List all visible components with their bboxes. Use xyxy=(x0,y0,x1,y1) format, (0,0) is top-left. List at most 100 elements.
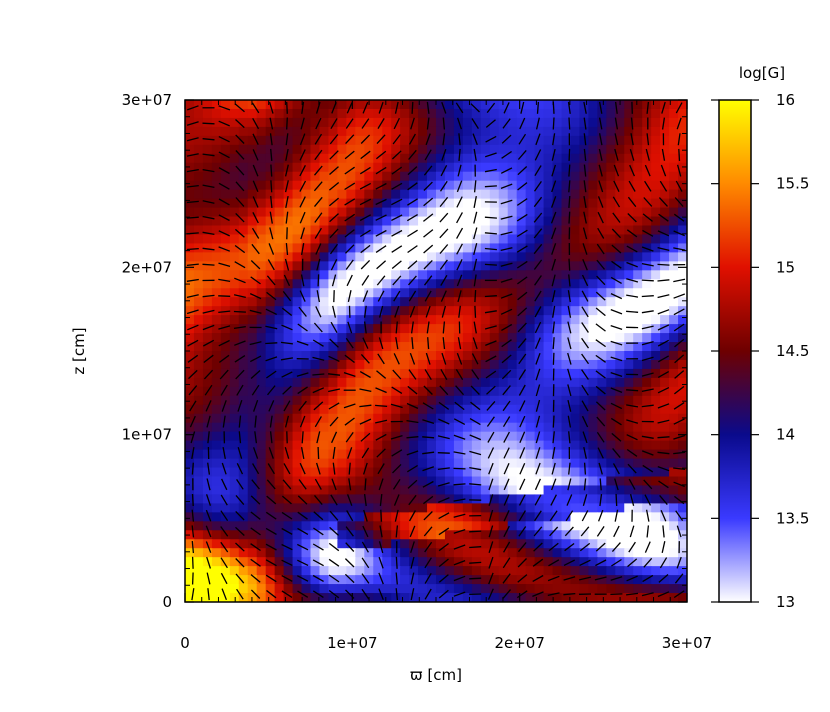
vector-arrow xyxy=(218,151,230,159)
heatmap-cell xyxy=(516,297,527,307)
vector-arrow xyxy=(234,277,246,284)
heatmap-cell xyxy=(633,449,643,460)
heatmap-cell xyxy=(498,288,509,298)
heatmap-cell xyxy=(265,584,276,594)
heatmap-cell xyxy=(229,557,240,567)
heatmap-cell xyxy=(310,566,321,576)
vector-arrow xyxy=(331,478,337,491)
vector-arrow xyxy=(312,373,325,376)
heatmap-cell xyxy=(418,297,428,307)
vector-arrow xyxy=(406,436,419,439)
heatmap-cell xyxy=(373,117,383,128)
vector-arrow xyxy=(250,276,261,285)
heatmap-cell xyxy=(651,521,661,531)
vector-arrow xyxy=(203,369,214,380)
heatmap-cell xyxy=(310,333,321,343)
heatmap-cell xyxy=(660,315,670,325)
heatmap-cell xyxy=(471,153,482,164)
heatmap-cell xyxy=(516,431,527,442)
heatmap-cell xyxy=(642,297,652,307)
heatmap-cell xyxy=(498,252,509,262)
heatmap-cell xyxy=(193,530,204,540)
heatmap-cell xyxy=(651,503,661,513)
heatmap-cell xyxy=(471,324,482,334)
vector-arrow xyxy=(500,262,513,267)
heatmap-cell xyxy=(615,584,625,594)
vector-arrow xyxy=(426,101,430,114)
heatmap-cell xyxy=(247,368,258,379)
heatmap-cell xyxy=(265,153,276,164)
heatmap-cell xyxy=(570,476,581,487)
heatmap-cell xyxy=(651,100,661,110)
heatmap-cell xyxy=(624,144,634,155)
heatmap-cell xyxy=(391,180,401,191)
heatmap-cell xyxy=(292,485,303,496)
heatmap-cell xyxy=(328,512,338,522)
heatmap-cell xyxy=(489,593,500,602)
vector-arrow xyxy=(565,510,574,522)
heatmap-cell xyxy=(516,503,527,513)
heatmap-cell xyxy=(669,458,679,469)
heatmap-cell xyxy=(507,171,518,182)
vector-arrow xyxy=(344,558,355,568)
heatmap-cell xyxy=(498,243,509,253)
vector-arrow xyxy=(316,258,321,271)
heatmap-cell xyxy=(651,494,661,504)
heatmap-cell xyxy=(292,297,303,307)
heatmap-cell xyxy=(588,180,598,191)
heatmap-cell xyxy=(436,476,446,487)
vector-arrow xyxy=(657,309,670,315)
heatmap-cell xyxy=(373,377,383,388)
heatmap-cell xyxy=(436,521,446,531)
heatmap-cell xyxy=(310,593,321,602)
heatmap-cell xyxy=(382,153,392,164)
heatmap-cell xyxy=(552,566,563,576)
heatmap-cell xyxy=(480,476,491,487)
heatmap-cell xyxy=(310,279,321,289)
heatmap-cell xyxy=(337,153,347,164)
heatmap-cell xyxy=(597,252,607,262)
heatmap-cell xyxy=(678,333,687,343)
heatmap-cell xyxy=(579,584,589,594)
heatmap-cell xyxy=(516,144,527,155)
heatmap-cell xyxy=(274,315,285,325)
heatmap-cell xyxy=(193,422,204,433)
heatmap-cell xyxy=(579,386,589,397)
heatmap-cell xyxy=(283,530,294,540)
heatmap-cell xyxy=(444,467,455,478)
heatmap-cell xyxy=(552,198,563,209)
vector-arrow xyxy=(583,117,587,130)
heatmap-cell xyxy=(507,386,518,397)
vector-arrow xyxy=(517,542,527,553)
heatmap-cell xyxy=(355,333,365,343)
heatmap-cell xyxy=(346,386,356,397)
heatmap-cell xyxy=(427,566,437,576)
vector-arrow xyxy=(392,478,401,490)
heatmap-cell xyxy=(507,306,518,316)
heatmap-cell xyxy=(211,198,222,209)
vector-arrow xyxy=(438,497,450,503)
heatmap-cell xyxy=(444,324,455,334)
vector-arrow xyxy=(486,102,496,113)
heatmap-cell xyxy=(516,530,527,540)
vector-arrow xyxy=(266,495,277,505)
heatmap-cell xyxy=(211,234,222,245)
heatmap-cell xyxy=(516,117,527,128)
heatmap-cell xyxy=(418,117,428,128)
heatmap-cell xyxy=(220,279,231,289)
vector-arrow xyxy=(395,572,398,585)
heatmap-cell xyxy=(319,351,330,361)
vector-arrow xyxy=(265,527,277,535)
heatmap-cell xyxy=(471,566,482,576)
heatmap-cell xyxy=(400,180,410,191)
heatmap-cell xyxy=(346,548,356,558)
vector-arrow xyxy=(674,573,684,584)
heatmap-cell xyxy=(588,377,598,388)
heatmap-cell xyxy=(534,467,545,478)
heatmap-cell xyxy=(328,503,338,513)
vector-arrow xyxy=(442,133,446,146)
heatmap-cell xyxy=(229,359,240,370)
heatmap-cell xyxy=(274,162,285,173)
vector-arrow xyxy=(484,216,497,219)
vector-arrow xyxy=(673,278,686,283)
